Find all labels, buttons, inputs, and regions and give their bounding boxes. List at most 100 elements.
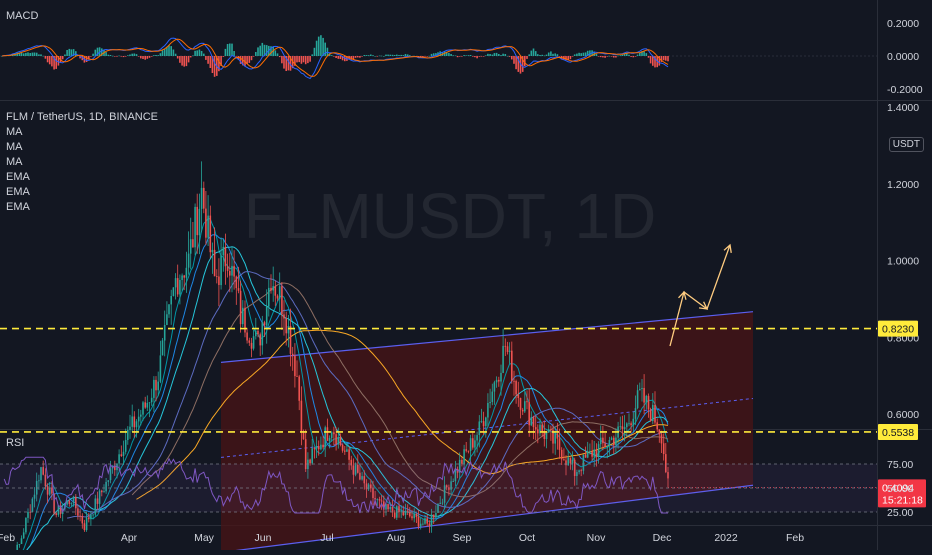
candle-body <box>370 484 372 489</box>
ema-line <box>22 246 669 555</box>
candle-body <box>380 500 383 502</box>
macd-bar <box>506 55 509 57</box>
macd-bar <box>498 54 500 56</box>
macd-bar <box>35 52 38 56</box>
macd-bar <box>174 53 177 56</box>
arrow-head-icon <box>698 301 709 310</box>
macd-bar <box>46 56 49 63</box>
macd-bar <box>400 54 402 56</box>
candle-body <box>485 417 487 427</box>
candle-body <box>532 417 535 428</box>
macd-bar <box>322 37 324 56</box>
macd-bar <box>181 56 183 66</box>
macd-bar <box>57 56 60 66</box>
candle-body <box>27 511 29 518</box>
macd-bar <box>205 56 207 60</box>
candle-body <box>426 518 428 524</box>
candle-body <box>75 496 77 509</box>
indicator-label[interactable]: EMA <box>6 171 30 183</box>
candle-body <box>400 511 402 513</box>
candle-body <box>109 468 112 481</box>
macd-bar <box>662 56 665 61</box>
candle-body <box>213 249 216 277</box>
candle-body <box>272 286 274 291</box>
macd-bar <box>33 52 36 56</box>
indicator-label[interactable]: EMA <box>6 201 30 213</box>
candle-body <box>302 432 305 440</box>
candle-body <box>103 491 105 493</box>
macd-bar <box>20 52 23 56</box>
candle-body <box>44 474 47 487</box>
candle-body <box>372 488 374 498</box>
candle-body <box>296 376 298 377</box>
candle-body <box>582 454 585 471</box>
macd-axis-label: 0.0000 <box>887 51 919 63</box>
rsi-axis-label: 75.00 <box>887 459 913 471</box>
macd-bar <box>263 44 266 56</box>
time-axis-label: Feb <box>786 532 804 544</box>
candle-body <box>610 437 613 440</box>
lower-level-badge: 0.5538 <box>882 427 914 439</box>
currency-button[interactable]: USDT <box>888 137 924 152</box>
candle-body <box>274 286 277 296</box>
candle-body <box>291 353 294 356</box>
macd-bar <box>376 56 379 57</box>
candle-body <box>324 427 326 448</box>
indicator-label[interactable]: MA <box>6 156 23 168</box>
candle-body <box>348 449 350 460</box>
candle-body <box>402 511 405 516</box>
candle-body <box>665 454 667 473</box>
candle-body <box>547 429 550 433</box>
macd-bar <box>183 56 185 67</box>
candle-body <box>155 379 157 391</box>
macd-bar <box>291 56 294 69</box>
macd-bar <box>487 53 489 56</box>
macd-bar <box>248 56 251 63</box>
candle-body <box>209 215 212 253</box>
rsi-axis-label: 50.00 <box>887 483 913 495</box>
ma-line <box>67 271 669 519</box>
candle-body <box>270 287 272 291</box>
macd-bar <box>135 54 138 56</box>
candle-body <box>226 266 229 271</box>
macd-bar <box>385 54 387 56</box>
macd-bar <box>599 56 602 58</box>
candle-body <box>521 409 524 412</box>
macd-bar <box>64 54 66 56</box>
signal-line <box>1 38 669 77</box>
candle-body <box>656 422 658 430</box>
candle-body <box>602 437 604 444</box>
macd-bar <box>352 56 355 60</box>
candle-body <box>311 448 313 464</box>
candle-body <box>589 451 591 453</box>
macd-bar <box>504 54 507 56</box>
macd-bar <box>372 55 374 56</box>
macd-bar <box>435 53 437 56</box>
macd-bar <box>51 56 53 67</box>
macd-bar <box>31 52 34 56</box>
macd-bar <box>179 56 181 63</box>
candle-body <box>454 469 457 482</box>
indicator-label[interactable]: EMA <box>6 186 30 198</box>
macd-bar <box>547 52 550 56</box>
candle-body <box>352 465 355 475</box>
macd-bar <box>367 55 370 56</box>
macd-bar <box>573 54 576 56</box>
symbol-title: FLM / TetherUS, 1D, BINANCE <box>6 111 159 123</box>
macd-bar <box>576 53 578 56</box>
candle-body <box>599 437 602 445</box>
candle-body <box>576 472 578 476</box>
macd-bar <box>513 56 515 64</box>
candle-body <box>519 398 522 410</box>
candle-body <box>482 421 485 427</box>
indicator-label[interactable]: MA <box>6 126 23 138</box>
candle-body <box>59 505 62 514</box>
macd-bar <box>374 56 376 57</box>
indicator-label[interactable]: MA <box>6 141 23 153</box>
candle-body <box>495 379 498 383</box>
candle-body <box>537 429 539 434</box>
macd-bar <box>391 54 394 56</box>
macd-bar <box>508 56 511 57</box>
